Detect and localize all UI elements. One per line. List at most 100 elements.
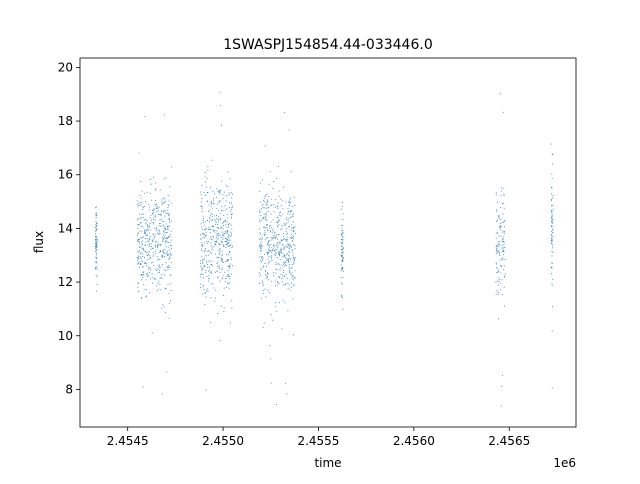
data-point	[146, 265, 148, 267]
data-point	[156, 232, 158, 234]
data-point	[226, 239, 228, 241]
data-point	[153, 223, 155, 225]
data-point	[95, 254, 97, 256]
data-point	[201, 269, 203, 271]
data-point	[288, 264, 290, 266]
data-point	[144, 205, 146, 207]
data-point	[268, 248, 270, 250]
data-point	[270, 256, 272, 258]
data-point	[162, 239, 164, 241]
data-point	[169, 221, 171, 223]
data-point	[231, 213, 233, 216]
data-point	[201, 198, 203, 200]
data-point	[229, 264, 231, 266]
data-point	[290, 287, 292, 289]
data-point	[283, 247, 285, 249]
data-point	[94, 251, 97, 253]
data-point	[270, 244, 272, 246]
data-point	[269, 230, 271, 232]
data-point	[499, 254, 501, 256]
data-point	[142, 226, 144, 228]
data-point	[226, 275, 228, 277]
data-point	[342, 308, 344, 310]
data-point	[225, 200, 227, 202]
data-point	[226, 254, 228, 256]
data-point	[264, 231, 266, 233]
data-point	[288, 204, 290, 207]
data-point	[229, 278, 231, 280]
data-point	[96, 236, 98, 238]
data-point	[503, 221, 505, 223]
data-point	[260, 201, 262, 203]
data-point	[162, 224, 164, 226]
data-point	[148, 206, 150, 208]
data-point	[203, 266, 206, 268]
data-point	[340, 295, 342, 297]
data-point	[211, 239, 213, 241]
data-point	[150, 229, 152, 231]
data-point	[95, 274, 97, 276]
data-point	[271, 232, 273, 234]
data-point	[209, 187, 211, 189]
data-point	[162, 197, 164, 199]
data-point	[202, 262, 204, 264]
data-point	[292, 227, 294, 229]
data-point	[231, 193, 234, 195]
data-point	[291, 239, 293, 241]
data-point	[209, 251, 212, 253]
data-point	[277, 226, 279, 228]
data-point	[168, 249, 170, 251]
data-point	[229, 223, 231, 225]
y-axis: 8 10 12 14 16 18 20	[58, 60, 80, 396]
data-point	[225, 184, 227, 186]
data-point	[140, 197, 142, 199]
data-point	[262, 257, 264, 259]
data-point	[200, 248, 202, 250]
data-point	[158, 229, 160, 231]
data-point	[152, 255, 154, 257]
data-point	[167, 214, 169, 216]
data-point	[230, 217, 233, 219]
data-point	[217, 262, 219, 264]
data-point	[140, 273, 142, 275]
data-point	[551, 239, 553, 241]
data-point	[168, 236, 170, 239]
data-point	[502, 241, 504, 243]
data-point	[221, 231, 223, 233]
data-point	[294, 258, 296, 260]
data-point	[498, 235, 500, 237]
data-point	[210, 215, 212, 217]
data-point	[496, 289, 498, 291]
data-point	[341, 255, 343, 257]
data-point	[218, 201, 220, 203]
data-point	[341, 227, 343, 229]
data-point	[230, 273, 232, 275]
data-point	[292, 238, 295, 240]
data-point	[262, 226, 264, 228]
data-point	[290, 197, 292, 199]
data-point	[199, 260, 201, 262]
data-point	[165, 246, 167, 248]
data-point	[164, 228, 166, 230]
data-point	[208, 266, 211, 268]
data-point	[222, 294, 225, 297]
data-point	[285, 383, 287, 385]
data-point	[200, 238, 202, 240]
data-point	[163, 248, 165, 250]
data-point	[282, 200, 284, 202]
data-point	[226, 208, 228, 210]
data-point	[292, 221, 294, 223]
data-point	[145, 222, 147, 224]
data-point	[270, 358, 272, 360]
data-point	[552, 163, 554, 165]
data-point	[136, 234, 139, 236]
data-point	[167, 227, 169, 229]
data-point	[341, 268, 343, 271]
data-point	[141, 279, 143, 281]
data-point	[156, 285, 158, 287]
data-point	[223, 214, 225, 216]
data-point	[152, 214, 154, 216]
data-point	[165, 231, 167, 233]
data-point	[166, 238, 168, 240]
data-point	[218, 242, 220, 244]
